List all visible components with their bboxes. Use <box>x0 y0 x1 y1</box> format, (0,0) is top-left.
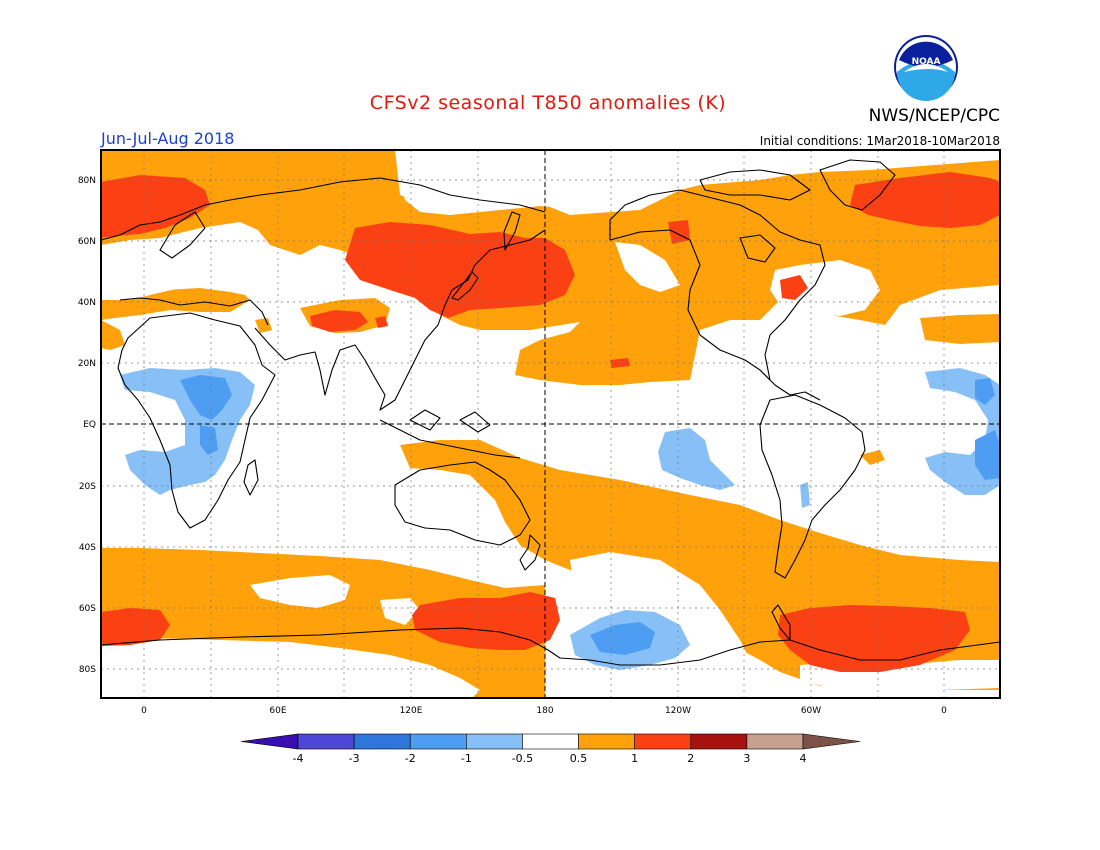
colorbar-tick-label: 2 <box>687 752 694 765</box>
colorbar-tick-label: 3 <box>743 752 750 765</box>
lat-label: 20S <box>79 482 96 492</box>
colorbar-tick-label: -4 <box>293 752 304 765</box>
map-frame <box>100 149 1001 699</box>
lat-label: 40N <box>78 298 96 308</box>
chart-title: CFSv2 seasonal T850 anomalies (K) <box>370 92 726 114</box>
lat-label: 80S <box>79 665 96 675</box>
lon-label: 60W <box>801 706 821 716</box>
graticule <box>101 150 1000 698</box>
lon-label: 0 <box>141 706 147 716</box>
colorbar-tick-label: -0.5 <box>512 752 533 765</box>
colorbar-max-arrow <box>802 733 861 750</box>
colorbar-tick-label: 1 <box>631 752 638 765</box>
lat-label: 60N <box>78 237 96 247</box>
colorbar-swatch <box>353 733 411 750</box>
colorbar-swatch <box>634 733 692 750</box>
noaa-logo: NOAA <box>894 35 958 101</box>
colorbar-swatch <box>746 733 804 750</box>
colorbar-swatch <box>297 733 355 750</box>
latitude-labels: 80N 60N 40N 20N EQ 20S 40S 60S 80S <box>78 176 96 675</box>
colorbar-min-arrow <box>240 733 299 750</box>
strong-warm-regions <box>101 172 1000 672</box>
lon-label: 120W <box>665 706 691 716</box>
anomaly-shading <box>101 150 1000 698</box>
colorbar-swatch <box>522 733 579 750</box>
lat-label: 40S <box>79 543 96 553</box>
colorbar: -4 -3 -2 -1 -0.5 0.5 1 2 3 4 <box>240 733 861 765</box>
colorbar-tick-label: -2 <box>405 752 416 765</box>
agency-label: NWS/NCEP/CPC <box>869 106 1000 126</box>
colorbar-tick-label: 0.5 <box>570 752 588 765</box>
noaa-logo-text: NOAA <box>912 57 941 67</box>
colorbar-swatch <box>466 733 523 750</box>
strong-cool-regions <box>180 375 1000 655</box>
lat-label: 20N <box>78 359 96 369</box>
colorbar-swatch <box>578 733 635 750</box>
colorbar-tick-label: -3 <box>349 752 360 765</box>
lat-label: EQ <box>83 420 96 430</box>
initial-conditions-label: Initial conditions: 1Mar2018-10Mar2018 <box>760 134 1000 148</box>
colorbar-swatch <box>690 733 748 750</box>
coastlines <box>101 159 1000 666</box>
lon-label: 120E <box>400 706 423 716</box>
lat-label: 60S <box>79 604 96 614</box>
map-panel: 80N 60N 40N 20N EQ 20S 40S 60S 80S 0 60E… <box>78 149 1001 716</box>
season-label: Jun-Jul-Aug 2018 <box>100 129 234 148</box>
lon-label: 0 <box>941 706 947 716</box>
longitude-labels: 0 60E 120E 180 120W 60W 0 <box>141 706 947 716</box>
colorbar-swatch <box>409 733 467 750</box>
colorbar-tick-label: -1 <box>461 752 472 765</box>
lat-label: 80N <box>78 176 96 186</box>
lon-label: 180 <box>536 706 553 716</box>
colorbar-tick-label: 4 <box>800 752 807 765</box>
lon-label: 60E <box>269 706 286 716</box>
